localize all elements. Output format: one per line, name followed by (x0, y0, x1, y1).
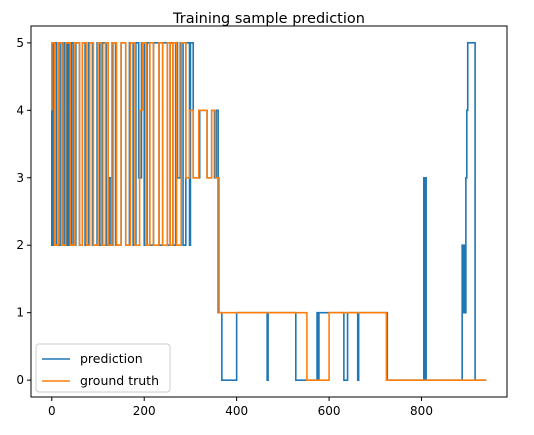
legend-box (35, 343, 171, 393)
series-line-ground-truth (51, 42, 487, 381)
y-tick-label-5: 5 (16, 36, 24, 50)
x-tick-label-600: 600 (318, 404, 341, 418)
y-tick-label-4: 4 (16, 103, 24, 117)
plot-lines (51, 42, 487, 381)
y-tick-label-3: 3 (16, 171, 24, 185)
y-tick-label-2: 2 (16, 238, 24, 252)
legend-label-ground-truth: ground truth (80, 373, 159, 388)
legend: prediction ground truth (35, 343, 171, 393)
y-axis: 0 1 2 3 4 5 (16, 36, 31, 387)
x-tick-label-200: 200 (133, 404, 156, 418)
y-tick-label-1: 1 (16, 306, 24, 320)
x-axis: 0 200 400 600 800 (48, 397, 433, 418)
chart-title: Training sample prediction (172, 11, 365, 27)
x-tick-label-0: 0 (48, 404, 56, 418)
legend-label-prediction: prediction (80, 351, 143, 366)
x-tick-label-800: 800 (410, 404, 433, 418)
x-tick-label-400: 400 (225, 404, 248, 418)
y-tick-label-0: 0 (16, 373, 24, 387)
plot-frame (30, 25, 508, 398)
